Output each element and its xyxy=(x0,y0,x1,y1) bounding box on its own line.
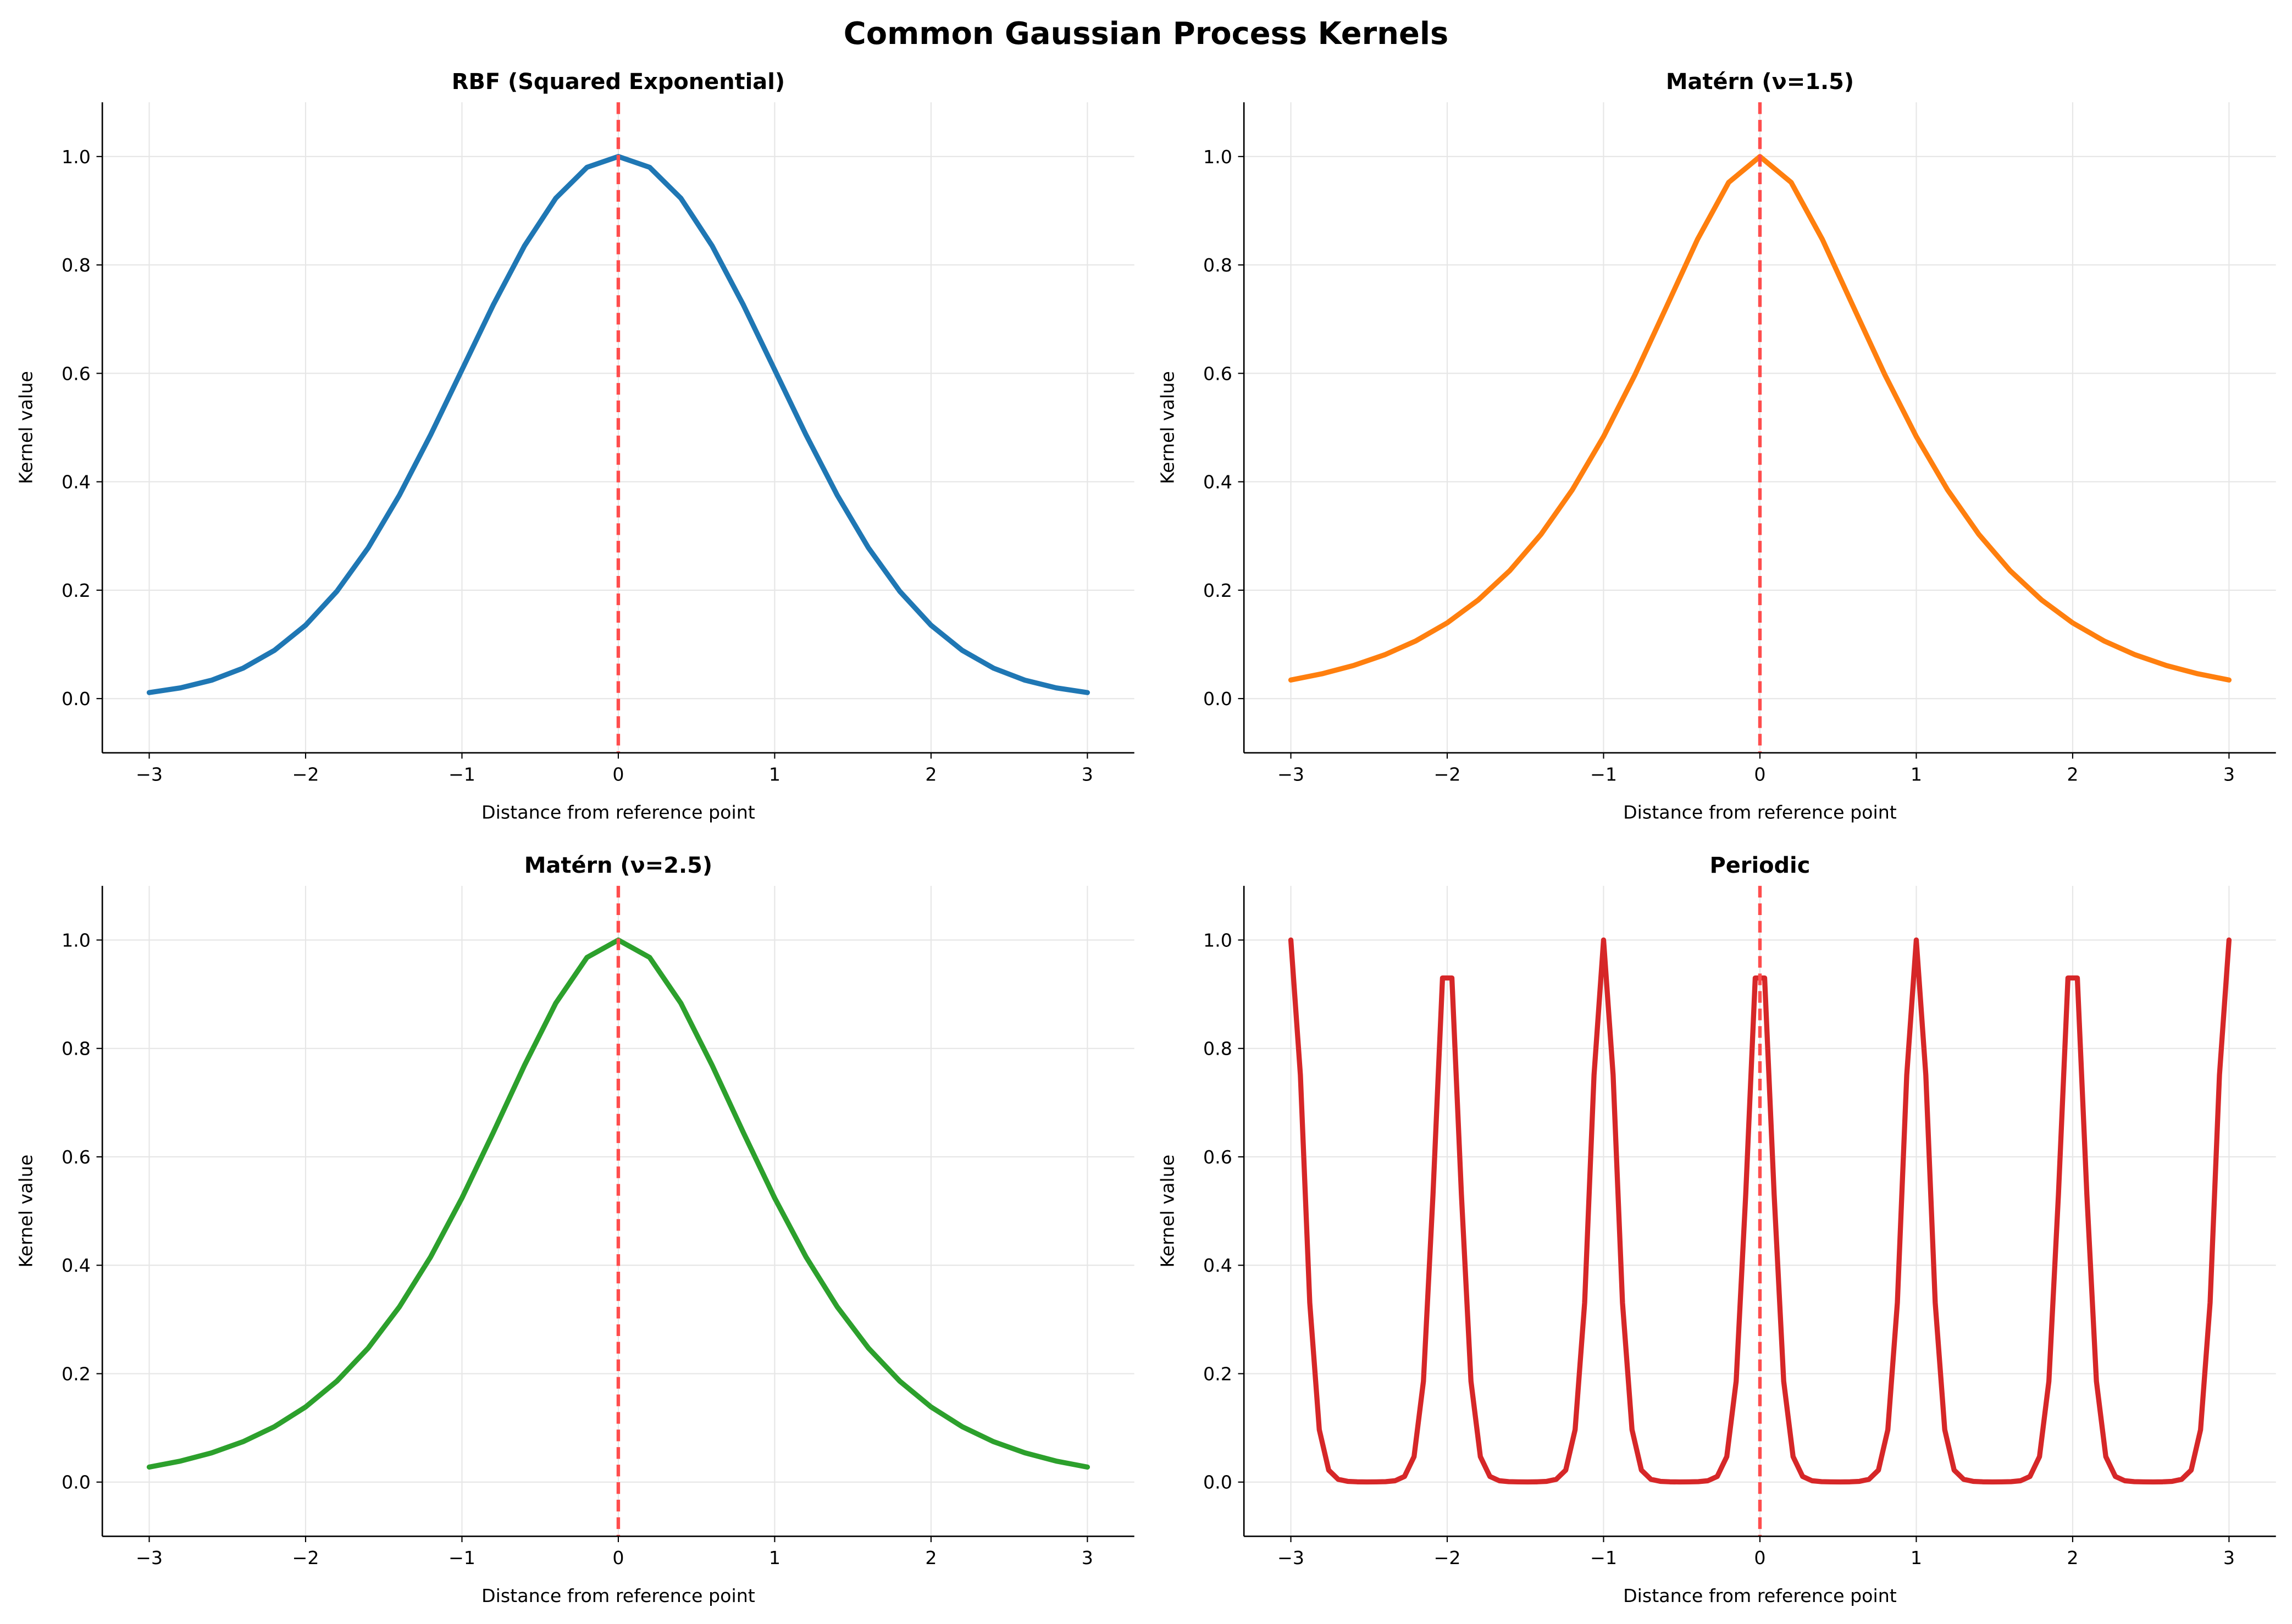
x-tick-label: 0 xyxy=(612,1547,624,1568)
panel: −3 −2 −1 0 1 2 3 0.0 0.2 0.4 0.6 0.8 1.0 RBF (Squared… xyxy=(15,69,1134,823)
x-tick-label: −1 xyxy=(449,763,475,785)
y-tick-label: 0.0 xyxy=(62,688,91,710)
y-tick-label: 1.0 xyxy=(62,146,91,168)
x-tick-label: 1 xyxy=(769,763,780,785)
y-tick-label: 0.6 xyxy=(62,1146,91,1168)
y-tick-label: 0.4 xyxy=(1203,472,1232,493)
y-tick-label: 0.0 xyxy=(1203,688,1232,710)
x-tick-label: −3 xyxy=(1277,763,1304,785)
panel-title: RBF (Squared Exponential) xyxy=(452,69,785,95)
y-tick-label: 0.4 xyxy=(62,472,91,493)
y-tick-label: 0.8 xyxy=(62,1038,91,1060)
x-tick-label: 0 xyxy=(1754,763,1765,785)
y-tick-label: 0.2 xyxy=(1203,580,1232,601)
y-axis-label: Kernel value xyxy=(15,371,37,484)
y-tick-label: 0.0 xyxy=(62,1472,91,1493)
y-tick-label: 0.8 xyxy=(1203,1038,1232,1060)
y-tick-label: 0.2 xyxy=(1203,1363,1232,1384)
y-tick-label: 0.6 xyxy=(1203,1146,1232,1168)
x-tick-label: −1 xyxy=(449,1547,475,1568)
x-tick-label: 2 xyxy=(2067,1547,2078,1568)
y-axis-label: Kernel value xyxy=(1157,1155,1178,1268)
x-tick-label: 3 xyxy=(1082,1547,1093,1568)
x-tick-label: −2 xyxy=(1434,763,1461,785)
x-tick-label: −2 xyxy=(292,1547,319,1568)
panel-title: Matérn (ν=2.5) xyxy=(524,853,712,878)
x-axis-label: Distance from reference point xyxy=(1623,1585,1897,1606)
x-tick-label: 3 xyxy=(2223,763,2235,785)
x-tick-label: 2 xyxy=(2067,763,2078,785)
panel: −3 −2 −1 0 1 2 3 0.0 0.2 0.4 0.6 0.8 1.0 Matérn (ν=1.… xyxy=(1157,69,2276,823)
panel-title: Periodic xyxy=(1710,853,1811,878)
x-tick-label: −1 xyxy=(1590,763,1617,785)
x-tick-label: 0 xyxy=(1754,1547,1765,1568)
panel: −3 −2 −1 0 1 2 3 0.0 0.2 0.4 0.6 0.8 1.0 Periodic Dist… xyxy=(1157,853,2276,1606)
x-tick-label: 1 xyxy=(769,1547,780,1568)
x-tick-label: −1 xyxy=(1590,1547,1617,1568)
panel: −3 −2 −1 0 1 2 3 0.0 0.2 0.4 0.6 0.8 1.0 Matérn (ν=2.… xyxy=(15,853,1134,1606)
x-axis-label: Distance from reference point xyxy=(481,801,755,823)
x-tick-label: 3 xyxy=(2223,1547,2235,1568)
y-tick-label: 0.8 xyxy=(62,254,91,276)
y-axis-label: Kernel value xyxy=(15,1155,37,1268)
y-axis-label: Kernel value xyxy=(1157,371,1178,484)
y-tick-label: 0.2 xyxy=(62,580,91,601)
y-tick-label: 0.6 xyxy=(62,363,91,384)
y-tick-label: 0.4 xyxy=(62,1255,91,1276)
x-tick-label: 1 xyxy=(1911,763,1922,785)
y-tick-label: 0.6 xyxy=(1203,363,1232,384)
y-tick-label: 1.0 xyxy=(62,929,91,951)
x-axis-label: Distance from reference point xyxy=(481,1585,755,1606)
x-tick-label: −3 xyxy=(136,763,163,785)
y-tick-label: 0.8 xyxy=(1203,254,1232,276)
y-tick-label: 1.0 xyxy=(1203,146,1232,168)
y-tick-label: 1.0 xyxy=(1203,929,1232,951)
x-tick-label: 0 xyxy=(612,763,624,785)
figure-title: Common Gaussian Process Kernels xyxy=(844,16,1448,52)
y-tick-label: 0.2 xyxy=(62,1363,91,1384)
x-tick-label: 1 xyxy=(1911,1547,1922,1568)
y-tick-label: 0.4 xyxy=(1203,1255,1232,1276)
x-tick-label: −3 xyxy=(136,1547,163,1568)
x-tick-label: −2 xyxy=(292,763,319,785)
y-tick-label: 0.0 xyxy=(1203,1472,1232,1493)
x-axis-label: Distance from reference point xyxy=(1623,801,1897,823)
x-tick-label: 3 xyxy=(1082,763,1093,785)
x-tick-label: 2 xyxy=(925,1547,937,1568)
panel-title: Matérn (ν=1.5) xyxy=(1666,69,1854,95)
x-tick-label: −3 xyxy=(1277,1547,1304,1568)
x-tick-label: 2 xyxy=(925,763,937,785)
x-tick-label: −2 xyxy=(1434,1547,1461,1568)
